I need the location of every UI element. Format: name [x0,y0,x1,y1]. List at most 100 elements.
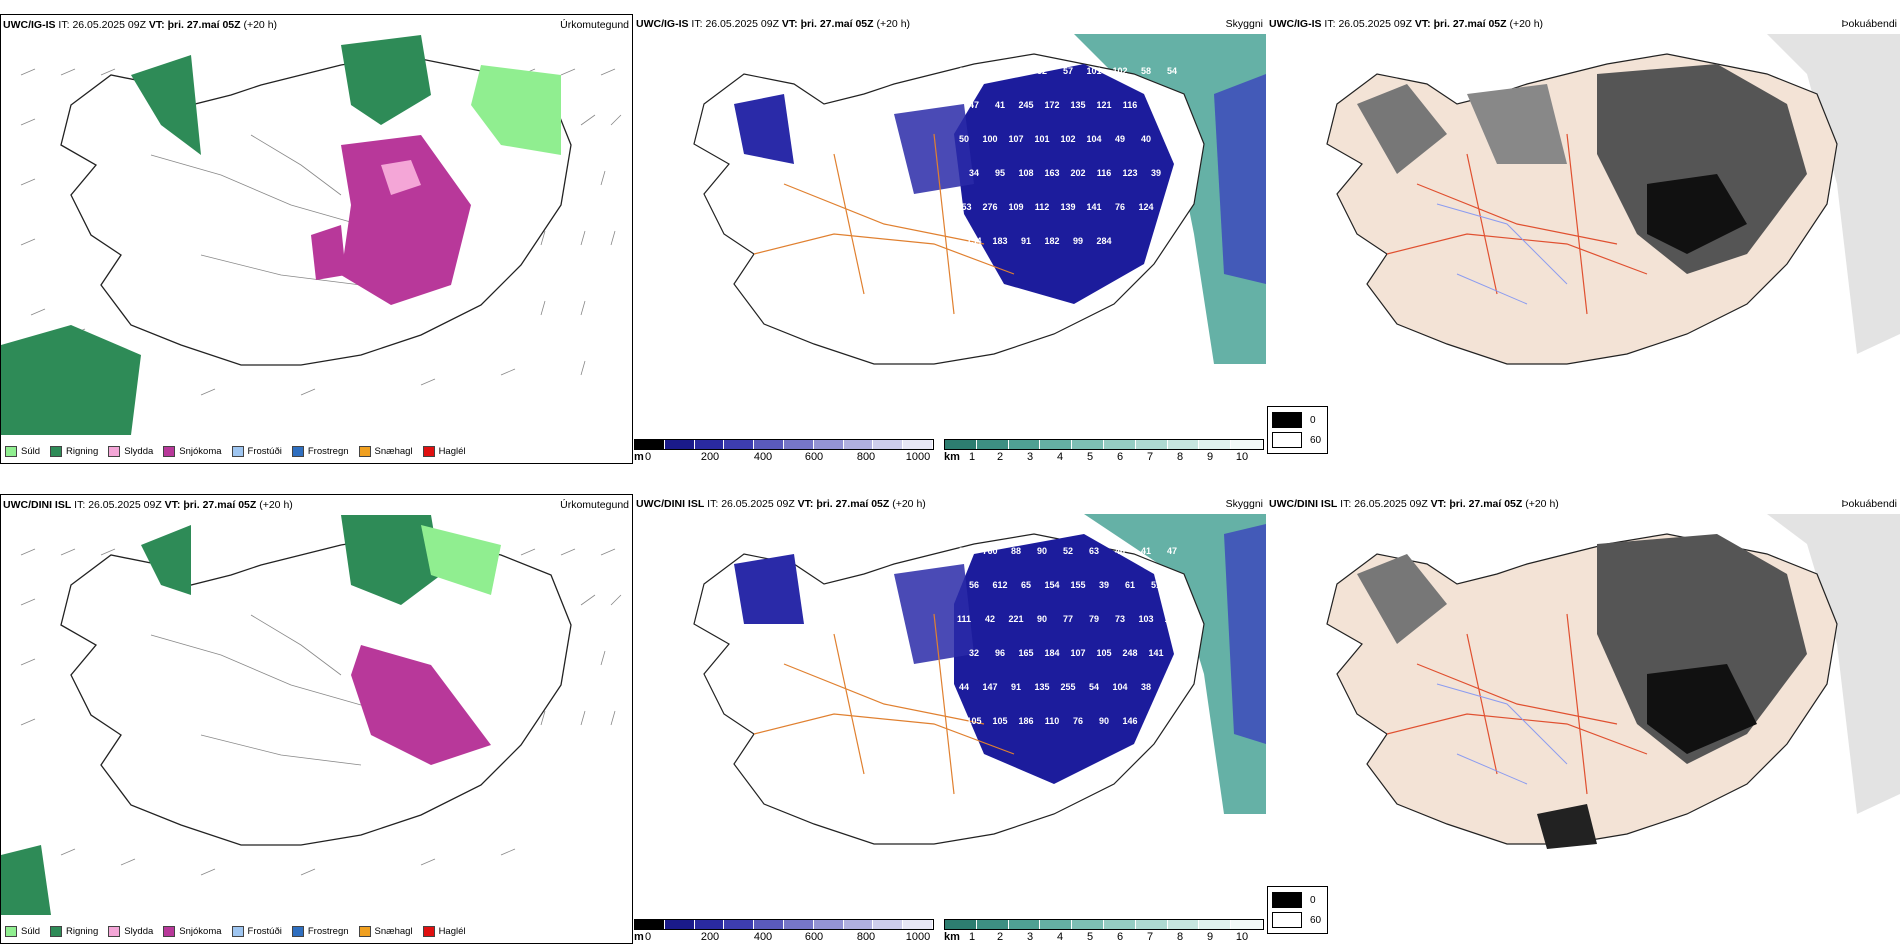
cloud-base-label: 51 [1151,580,1161,590]
cloud-base-label: 103 [1138,614,1153,624]
precip-type-panel-bottom: UWC/DINI ISL IT: 26.05.2025 09Z VT: þri.… [0,494,633,944]
colorbar-tick: 600 [804,451,824,463]
cloud-base-colorbar: m 0 200 400 600 800 1000 [634,919,934,944]
cloud-base-label: 108 [1018,168,1033,178]
legend-item: Frostregn [291,926,349,937]
legend-swatch [291,446,304,457]
cloud-base-label: 91 [1021,236,1031,246]
cloud-base-label: 99 [1073,236,1083,246]
cloud-base-label: 202 [1070,168,1085,178]
colorbar-tick: 4 [1056,931,1064,943]
legend-swatch [422,926,435,937]
legend-swatch [5,446,17,457]
cloud-base-label: 78 [1177,580,1187,590]
cloud-base-label: 105 [1096,648,1111,658]
cloud-base-label: 88 [1011,546,1021,556]
legend-swatch [231,446,244,457]
colorbar-tick: 6 [1116,451,1124,463]
cloud-base-label: 121 [1096,100,1111,110]
colorbar-tick: 10 [1235,451,1249,463]
cloud-base-label: 335 [1008,66,1023,76]
cloud-base-label: 39 [1099,580,1109,590]
colorbar-tick: 8 [1176,451,1184,463]
cloud-base-label: 102 [1112,66,1127,76]
cloud-base-label: 276 [982,202,997,212]
colorbar-tick: 400 [753,451,773,463]
colorbar-unit: km [944,931,960,943]
colorbar-scale [634,919,934,930]
cloud-base-label: 139 [1060,202,1075,212]
legend-swatch [1272,892,1302,908]
cloud-base-label: 186 [1018,716,1033,726]
cloud-base-label: 65 [1177,100,1187,110]
cloud-base-label: 105 [966,716,981,726]
cloud-base-label: 105 [992,716,1007,726]
legend-item: Snjókoma [163,446,222,457]
cloud-base-label: 184 [1044,648,1059,658]
panel-title: Úrkomutegund [560,19,629,31]
cloud-base-label: 87 [1167,682,1177,692]
cloud-base-label: 32 [969,648,979,658]
cloud-base-label: 284 [1096,236,1111,246]
cloud-base-label: 47 [969,100,979,110]
colorbar-tick: 600 [804,931,824,943]
cloud-base-label: 183 [992,236,1007,246]
legend-swatch [5,926,17,937]
legend-item: Snjókoma [163,926,222,937]
colorbar-tick: 9 [1206,931,1214,943]
legend-swatch [1272,912,1302,928]
legend-swatch [50,446,63,457]
cloud-base-label: 100 [982,134,997,144]
cloud-base-label: 245 [1018,100,1033,110]
precip-type-map [1,35,622,435]
cloud-base-label: 111 [957,614,971,624]
legend-item: Snæhagl [358,926,413,937]
cloud-base-label: 124 [1138,202,1153,212]
legend-swatch [1272,432,1302,448]
colorbar-tick: 9 [1206,451,1214,463]
visibility-map: 33 55 335 52 57 101 102 58 54 47 41 245 172 135 121 116… [693,34,1266,365]
fog-legend: 0 60 [1267,886,1329,934]
cloud-base-label: 153 [956,202,971,212]
colorbar-tick: 8 [1176,931,1184,943]
legend-item: Súld [5,926,40,937]
precip-type-panel-top: UWC/IG-IS IT: 26.05.2025 09Z VT: þri. 27… [0,14,633,464]
cloud-base-label: 101 [1086,66,1101,76]
legend-item: Rigning [50,926,98,937]
cloud-base-label: 65 [1021,580,1031,590]
cloud-base-label: 46 [1115,546,1125,556]
colorbar-tick: 400 [753,931,773,943]
legend-swatch [50,926,63,937]
cloud-base-label: 41 [995,100,1005,110]
cloud-base-label: 255 [1060,682,1075,692]
cloud-base-label: 49 [1115,134,1125,144]
visibility-panel-bottom: UWC/DINI ISL IT: 26.05.2025 09Z VT: þri.… [634,494,1266,944]
panel-header: UWC/DINI ISL IT: 26.05.2025 09Z VT: þri.… [1269,498,1559,510]
cloud-base-label: 109 [1008,202,1023,212]
colorbar-scale [944,439,1264,450]
fog-legend-item: 0 [1272,410,1321,430]
colorbar-unit: km [944,451,960,463]
colorbar-tick: 7 [1146,451,1154,463]
cloud-base-label: 760 [982,546,997,556]
cloud-base-label: 90 [1037,546,1047,556]
cloud-base-label: 77 [1063,614,1073,624]
panel-title: Þokuábendi [1841,498,1897,510]
precip-type-legend: Súld Rigning Slydda Snjókoma Frostúði Fr… [5,926,466,937]
visibility-colorbar: km 1 2 3 4 5 6 7 8 9 10 [944,439,1264,464]
colorbar-unit: m [634,451,644,463]
legend-item: Frostúði [231,446,282,457]
cloud-base-label: 612 [992,580,1007,590]
legend-swatch [1272,412,1302,428]
colorbar-tick: 5 [1086,451,1094,463]
cloud-base-label: 38 [1141,682,1151,692]
cloud-base-label: 155 [1070,580,1085,590]
cloud-base-label: 47 [1167,546,1177,556]
colorbar-scale [944,919,1264,930]
cloud-base-label: 116 [1097,168,1112,178]
cloud-base-label: 54 [1089,682,1099,692]
legend-swatch [358,446,371,457]
legend-swatch [108,926,121,937]
cloud-base-label: 55 [985,66,995,76]
fog-legend-item: 60 [1272,910,1321,930]
